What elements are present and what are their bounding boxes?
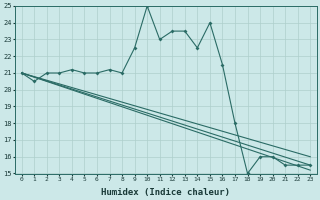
X-axis label: Humidex (Indice chaleur): Humidex (Indice chaleur) xyxy=(101,188,230,197)
